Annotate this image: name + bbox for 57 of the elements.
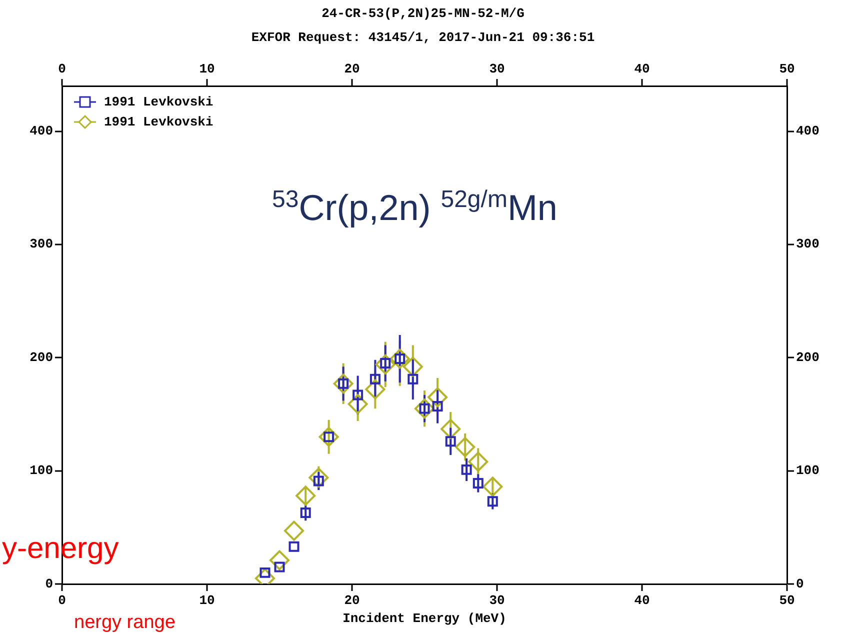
chart-title: 24-CR-53(P,2N)25-MN-52-M/G [320, 6, 526, 21]
point [390, 348, 410, 369]
y-tick-label: 400 [30, 124, 54, 139]
x2-tick-label: 20 [344, 61, 360, 76]
x-tick-label: 50 [779, 593, 795, 608]
x2-tick-label: 40 [634, 61, 650, 76]
point [348, 394, 368, 414]
y2-tick-label: 100 [796, 463, 820, 478]
y-tick-label: 300 [30, 236, 54, 252]
point [408, 374, 418, 384]
point [440, 418, 461, 439]
annotation: $^{53}$Cr(p,2n) $^{52g/m}$Mn [272, 186, 558, 229]
point [402, 356, 423, 377]
x-axis-title: Incident Energy (MeV) [342, 611, 506, 626]
point [432, 401, 443, 412]
legend-label: 1991 Levkovski [104, 114, 214, 130]
x2-tick-label: 10 [199, 61, 215, 76]
y2-tick-label: 0 [796, 576, 804, 592]
x-tick-label: 10 [199, 593, 215, 608]
chart-subtitle: EXFOR Request: 43145/1, 2017-Jun-21 09:36:51 [250, 30, 596, 45]
point [274, 562, 285, 572]
x2-tick-label: 30 [489, 61, 505, 76]
point [472, 478, 484, 489]
point [300, 507, 311, 518]
x2-tick-label: 50 [779, 61, 795, 76]
y2-tick-label: 400 [796, 124, 820, 139]
x-tick-label: 30 [489, 593, 505, 608]
y-tick-label: 200 [30, 350, 54, 365]
x-tick-label: 0 [58, 593, 66, 608]
point [284, 520, 304, 541]
point [487, 496, 498, 507]
x-tick-label: 20 [344, 593, 360, 608]
point [370, 374, 380, 384]
point [461, 464, 472, 475]
point [308, 468, 329, 488]
text: nergy range [74, 612, 176, 634]
x2-tick-label: 0 [58, 61, 66, 76]
point [333, 374, 354, 394]
x-tick-label: 40 [634, 593, 650, 608]
point [455, 437, 476, 458]
point [318, 426, 339, 447]
y-tick-label: 100 [30, 463, 54, 478]
point [365, 379, 386, 400]
y2-tick-label: 200 [796, 350, 820, 365]
legend-label: 1991 Levkovski [104, 94, 214, 110]
point [482, 476, 503, 497]
point [445, 436, 456, 447]
point [288, 541, 300, 552]
point [270, 550, 290, 570]
point [352, 390, 364, 400]
point [296, 486, 316, 506]
y2-tick-label: 300 [796, 236, 820, 252]
point [375, 354, 396, 374]
y-tick-label: 0 [45, 576, 54, 592]
point [414, 398, 434, 419]
point [468, 452, 488, 472]
point [428, 387, 448, 408]
